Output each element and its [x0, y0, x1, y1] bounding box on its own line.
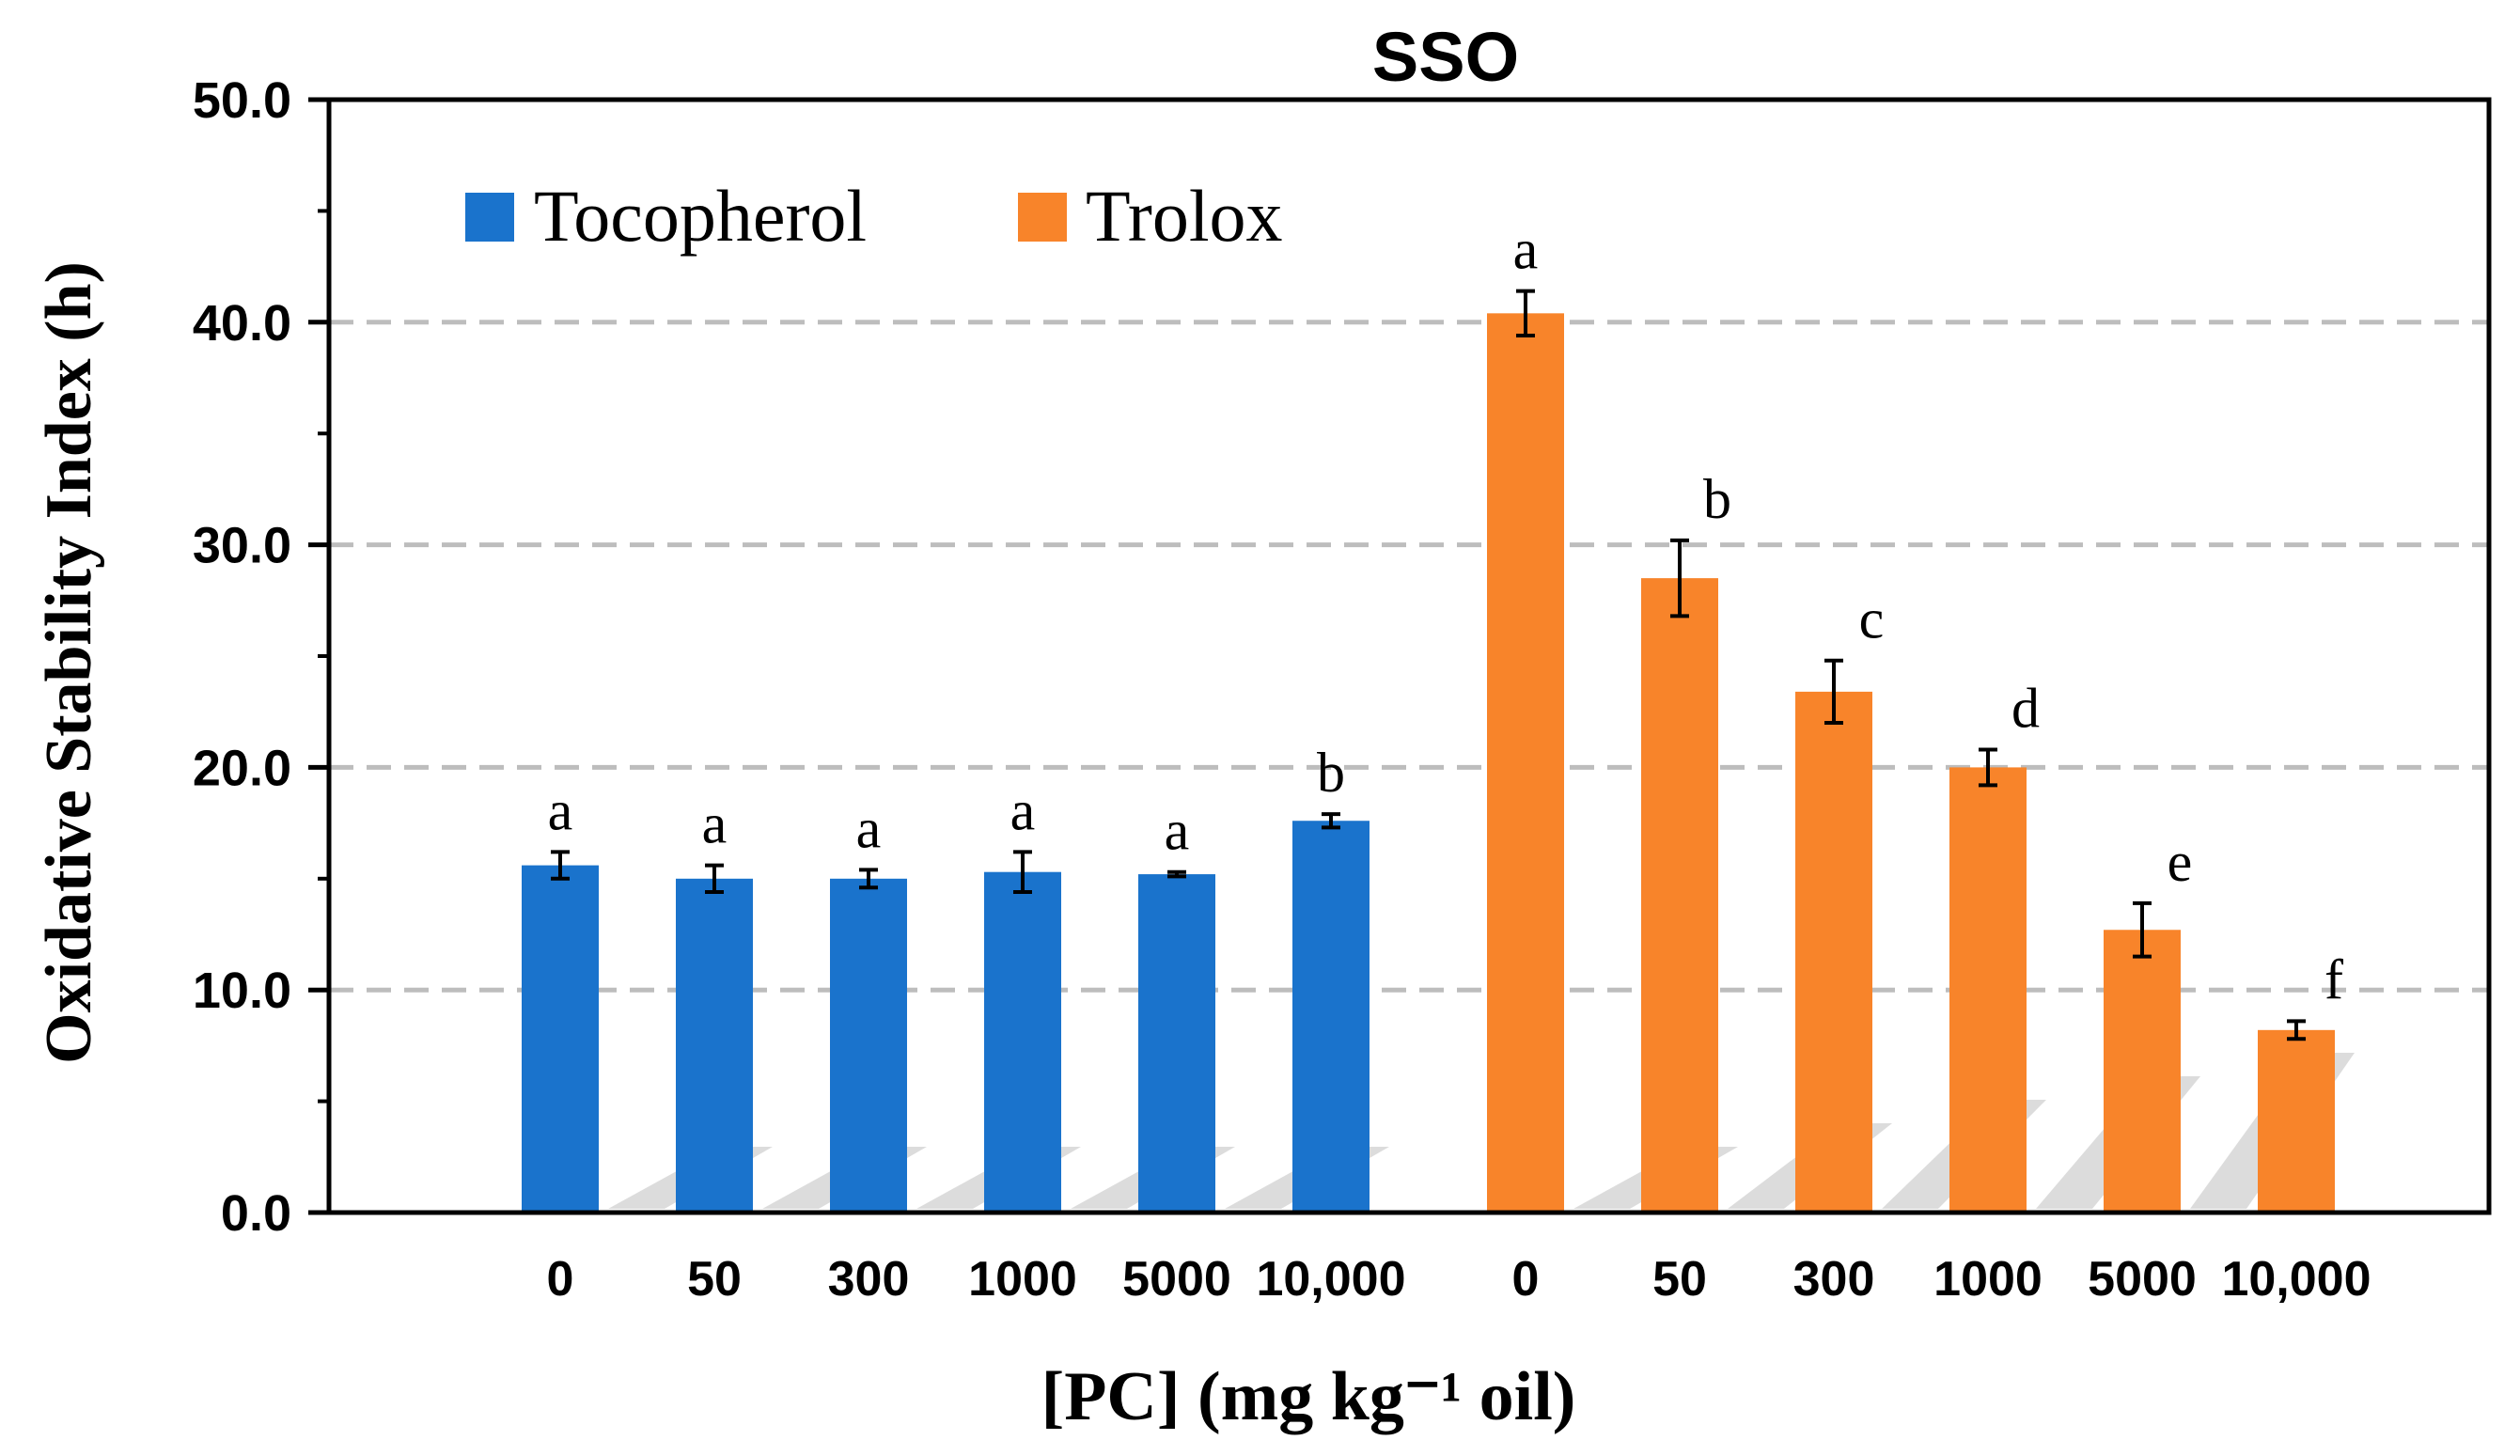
x-tick-label: 0 — [547, 1252, 574, 1307]
x-tick-label: 300 — [828, 1252, 910, 1307]
x-tick-label: 10,000 — [2221, 1252, 2371, 1307]
plot-frame — [326, 97, 2492, 1215]
legend-swatch-tocopherol — [465, 193, 514, 242]
significance-letter: a — [702, 793, 728, 855]
significance-letter: b — [1703, 468, 1731, 530]
bar — [2258, 1029, 2335, 1213]
significance-letter: d — [2011, 677, 2040, 739]
x-tick-label: 5000 — [2088, 1252, 2197, 1307]
bar — [984, 871, 1061, 1213]
significance-letter: a — [1165, 800, 1190, 862]
grid-layer — [329, 320, 2489, 993]
significance-letter: c — [1859, 588, 1885, 650]
y-tick-label: 40.0 — [193, 295, 291, 352]
chart-title: SSO — [1372, 18, 1519, 96]
significance-letter: a — [856, 797, 882, 859]
significance-letter: a — [1010, 779, 1036, 841]
x-tick-label: 1000 — [1933, 1252, 2043, 1307]
significance-letter: f — [2324, 948, 2343, 1010]
y-tick-label: 20.0 — [193, 740, 291, 796]
bar — [1138, 874, 1215, 1213]
legend-label-trolox: Trolox — [1086, 175, 1283, 257]
significance-letter: e — [2168, 831, 2193, 893]
x-tick-label: 1000 — [968, 1252, 1077, 1307]
legend-swatch-trolox — [1018, 193, 1067, 242]
y-tick-label: 0.0 — [221, 1185, 291, 1242]
bar — [2104, 930, 2181, 1213]
legend-label-tocopherol: Tocopherol — [534, 175, 867, 257]
y-tick-label: 50.0 — [193, 72, 291, 129]
label-layer: 0.0 10.0 20.0 30.0 40.0 50.0 a 0 a 50 a 300 a 1000 a 50… — [193, 72, 2371, 1307]
y-tick-label: 10.0 — [193, 963, 291, 1019]
bar — [676, 878, 753, 1213]
bar — [1292, 821, 1370, 1213]
x-tick-label: 5000 — [1122, 1252, 1231, 1307]
bar-layer — [522, 289, 2335, 1213]
x-axis-label: [PC] (mg kg⁻¹ oil) — [1041, 1358, 1576, 1435]
bar — [1641, 578, 1718, 1213]
significance-letter: b — [1317, 742, 1345, 804]
y-axis-label: Oxidative Stability Index (h) — [33, 261, 105, 1064]
x-tick-label: 300 — [1793, 1252, 1875, 1307]
legend: Tocopherol Trolox — [465, 175, 1283, 257]
significance-letter: a — [548, 779, 573, 841]
x-tick-label: 10,000 — [1256, 1252, 1405, 1307]
x-tick-label: 50 — [1652, 1252, 1707, 1307]
bar — [1949, 767, 2027, 1213]
bar — [1487, 313, 1564, 1213]
significance-letter: a — [1513, 219, 1539, 281]
bar — [830, 878, 907, 1213]
y-tick-label: 30.0 — [193, 518, 291, 574]
bar — [522, 865, 599, 1213]
x-tick-label: 0 — [1512, 1252, 1540, 1307]
x-tick-label: 50 — [687, 1252, 742, 1307]
bar — [1795, 691, 1872, 1213]
axis-layer — [308, 97, 2492, 1215]
